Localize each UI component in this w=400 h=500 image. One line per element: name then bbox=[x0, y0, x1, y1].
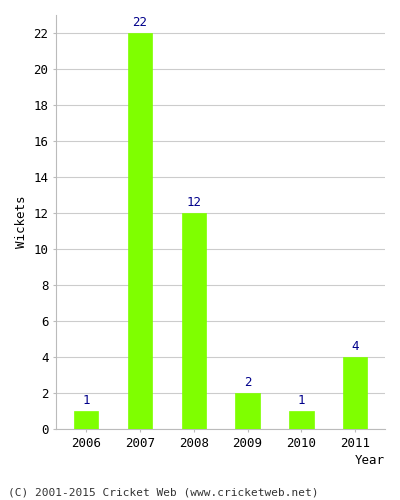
Bar bbox=[343, 357, 368, 429]
Text: 1: 1 bbox=[298, 394, 305, 407]
Bar bbox=[128, 33, 152, 429]
Text: 2: 2 bbox=[244, 376, 251, 390]
Bar bbox=[182, 213, 206, 429]
Text: 12: 12 bbox=[186, 196, 201, 209]
Text: Year: Year bbox=[355, 454, 385, 466]
Text: 1: 1 bbox=[82, 394, 90, 407]
Y-axis label: Wickets: Wickets bbox=[15, 196, 28, 248]
Text: 22: 22 bbox=[132, 16, 147, 30]
Bar bbox=[289, 411, 314, 429]
Bar bbox=[74, 411, 98, 429]
Bar bbox=[236, 393, 260, 429]
Text: 4: 4 bbox=[352, 340, 359, 353]
Text: (C) 2001-2015 Cricket Web (www.cricketweb.net): (C) 2001-2015 Cricket Web (www.cricketwe… bbox=[8, 488, 318, 498]
